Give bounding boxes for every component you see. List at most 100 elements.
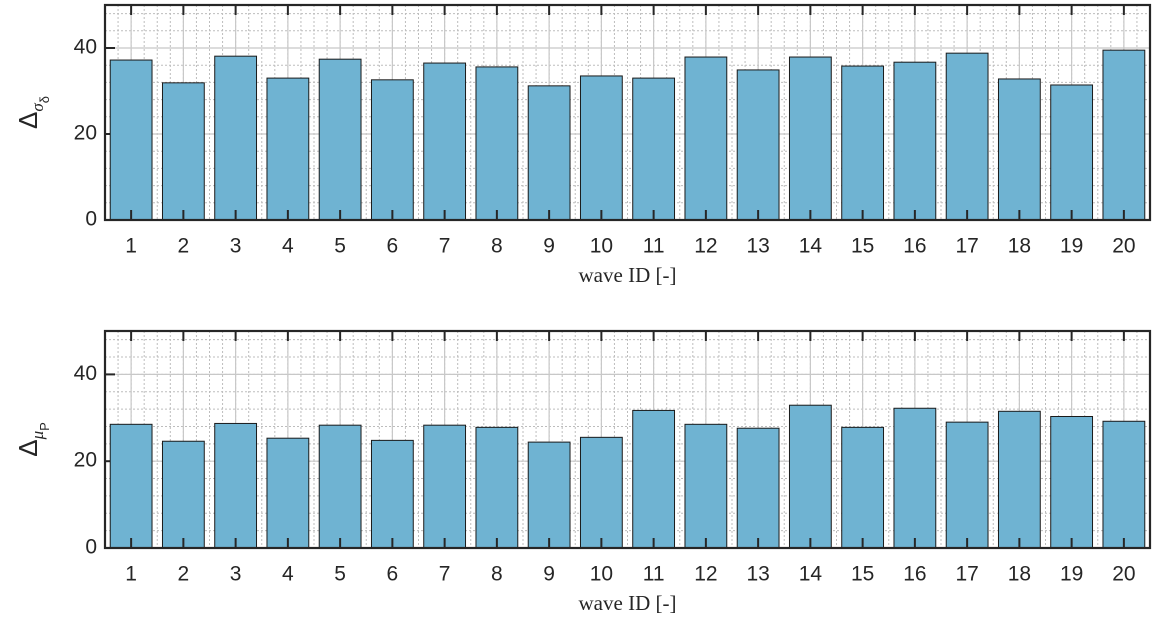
x-tick-label: 13 [746, 235, 769, 258]
x-tick-label: 7 [439, 235, 451, 258]
bar [109, 423, 153, 549]
bar [161, 440, 205, 549]
bar [997, 78, 1041, 221]
x-tick-label: 20 [1112, 563, 1135, 586]
bar [109, 59, 153, 221]
x-tick-label: 14 [799, 563, 823, 586]
x-tick-label: 16 [903, 235, 926, 258]
x-tick-label: 20 [1112, 235, 1135, 258]
y-axis-subscript: σ [28, 103, 47, 112]
x-tick-label: 12 [694, 563, 717, 586]
y-axis-subsubscript: δ [37, 96, 52, 103]
bar [475, 66, 519, 221]
y-axis-symbol: Δ [13, 112, 43, 129]
x-tick-label: 5 [334, 235, 346, 258]
x-tick-label: 11 [643, 563, 665, 586]
x-tick-label: 14 [799, 235, 823, 258]
bar [1102, 49, 1146, 221]
x-tick-label: 19 [1060, 563, 1083, 586]
x-tick-label: 10 [590, 235, 613, 258]
bar [214, 55, 258, 221]
axes-box [103, 3, 1152, 222]
bar [161, 82, 205, 221]
bar [370, 439, 414, 549]
bar [527, 441, 571, 549]
y-tick-label: 40 [74, 362, 97, 385]
bar [632, 77, 676, 221]
x-tick-label: 3 [230, 563, 242, 586]
x-tick-label: 4 [282, 563, 294, 586]
bar [736, 427, 780, 549]
bar [318, 58, 362, 221]
bar [318, 424, 362, 549]
x-tick-label: 15 [851, 563, 874, 586]
bar [579, 436, 623, 549]
bar [945, 52, 989, 221]
y-tick-label: 20 [74, 122, 97, 145]
x-tick-label: 12 [694, 235, 717, 258]
bar [684, 56, 728, 221]
bar [788, 404, 832, 549]
bar [579, 75, 623, 221]
bar [423, 424, 467, 549]
bar [684, 423, 728, 549]
x-tick-label: 17 [955, 235, 978, 258]
x-tick-label: 9 [543, 563, 555, 586]
x-tick-label: 1 [125, 563, 137, 586]
y-axis-subscript: μ [28, 431, 47, 441]
bar [632, 409, 676, 549]
bar [893, 61, 937, 221]
x-tick-label: 18 [1008, 235, 1031, 258]
bar [841, 65, 885, 221]
y-axis-label: ΔμP [13, 422, 53, 457]
bar [1050, 415, 1094, 549]
axes-box [103, 329, 1152, 550]
x-tick-label: 16 [903, 563, 926, 586]
x-axis-label: wave ID [-] [579, 591, 677, 615]
bar [1050, 84, 1094, 221]
y-tick-label: 40 [74, 36, 97, 59]
bar [266, 437, 310, 549]
y-axis-subsubscript: P [37, 422, 52, 431]
x-tick-label: 7 [439, 563, 451, 586]
x-tick-label: 2 [178, 563, 190, 586]
y-tick-label: 0 [85, 208, 97, 231]
x-tick-label: 10 [590, 563, 613, 586]
y-axis-symbol: Δ [13, 439, 43, 456]
bar [370, 79, 414, 221]
y-tick-label: 0 [85, 536, 97, 559]
bar [788, 56, 832, 221]
bar [266, 77, 310, 221]
y-axis-label: Δσδ [13, 96, 53, 129]
bar [1102, 420, 1146, 549]
x-tick-label: 8 [491, 235, 503, 258]
x-tick-label: 1 [125, 235, 137, 258]
x-tick-label: 8 [491, 563, 503, 586]
bar [423, 62, 467, 221]
x-axis-label: wave ID [-] [579, 263, 677, 287]
x-tick-label: 9 [543, 235, 555, 258]
x-tick-label: 6 [387, 563, 399, 586]
x-tick-label: 19 [1060, 235, 1083, 258]
bar [997, 410, 1041, 549]
bar [527, 85, 571, 221]
bar [736, 69, 780, 221]
x-tick-label: 3 [230, 235, 242, 258]
x-tick-label: 13 [746, 563, 769, 586]
bar [841, 426, 885, 549]
x-tick-label: 15 [851, 235, 874, 258]
bar [214, 422, 258, 549]
x-tick-label: 2 [178, 235, 190, 258]
bar [945, 421, 989, 549]
bar [475, 426, 519, 549]
x-tick-label: 6 [387, 235, 399, 258]
y-tick-label: 20 [74, 449, 97, 472]
x-tick-label: 11 [643, 235, 665, 258]
x-tick-label: 5 [334, 563, 346, 586]
x-tick-label: 4 [282, 235, 294, 258]
x-tick-label: 18 [1008, 563, 1031, 586]
bar [893, 407, 937, 549]
